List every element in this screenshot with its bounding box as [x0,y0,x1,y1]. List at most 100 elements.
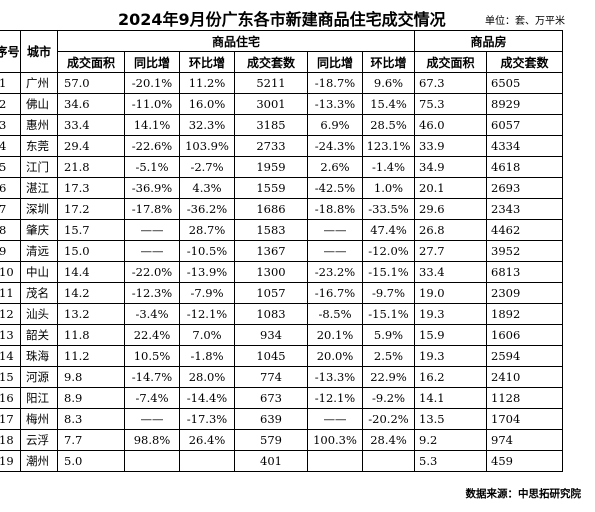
row-city: 珠海 [20,345,58,367]
row-area: 11.8 [57,324,125,346]
row-index: 9 [0,240,21,262]
row-units-mom: -20.2% [362,408,415,430]
row-units-yoy: 20.0% [307,345,363,367]
row-units: 5211 [234,72,308,94]
row-units: 401 [234,450,308,472]
row-units: 1559 [234,177,308,199]
row-units-yoy: -42.5% [307,177,363,199]
row-units-mom: -15.1% [362,303,415,325]
row-index: 19 [0,450,21,472]
row-com-area: 33.4 [414,261,487,283]
row-area-mom: 26.4% [179,429,235,451]
row-com-units: 2309 [486,282,563,304]
header-com-units: 成交套数 [486,51,563,73]
row-city: 江门 [20,156,58,178]
row-city: 肇庆 [20,219,58,241]
row-area-mom: -17.3% [179,408,235,430]
row-city: 茂名 [20,282,58,304]
row-com-units: 6813 [486,261,563,283]
row-com-units: 4462 [486,219,563,241]
row-area-yoy: 14.1% [124,114,180,136]
row-area: 15.7 [57,219,125,241]
row-com-area: 9.2 [414,429,487,451]
row-area-yoy [124,450,180,472]
row-area: 8.3 [57,408,125,430]
header-res-units: 成交套数 [234,51,308,73]
row-area: 33.4 [57,114,125,136]
header-res-area: 成交面积 [57,51,125,73]
row-units-mom: 123.1% [362,135,415,157]
table-row: 13 韶关 11.8 22.4% 7.0% 934 20.1% 5.9% 15.9 1606 [0,324,563,346]
row-area-mom: -10.5% [179,240,235,262]
row-area-yoy: -17.8% [124,198,180,220]
row-area: 57.0 [57,72,125,94]
row-units: 934 [234,324,308,346]
row-units-yoy: -16.7% [307,282,363,304]
row-area-mom: 28.7% [179,219,235,241]
row-com-units: 1128 [486,387,563,409]
row-index: 14 [0,345,21,367]
row-units: 1367 [234,240,308,262]
row-units: 1045 [234,345,308,367]
row-com-area: 5.3 [414,450,487,472]
header-res-yoy: 同比增 [124,51,180,73]
row-units-mom: -15.1% [362,261,415,283]
row-units-mom: 9.6% [362,72,415,94]
row-units: 1057 [234,282,308,304]
row-area-mom: -14.4% [179,387,235,409]
row-index: 12 [0,303,21,325]
row-com-area: 67.3 [414,72,487,94]
row-com-units: 2410 [486,366,563,388]
row-area-yoy: -7.4% [124,387,180,409]
row-com-units: 459 [486,450,563,472]
table-row: 12 汕头 13.2 -3.4% -12.1% 1083 -8.5% -15.1% 19.3 18… [0,303,563,325]
table-row: 16 阳江 8.9 -7.4% -14.4% 673 -12.1% -9.2% 14.1 1128 [0,387,563,409]
row-com-units: 6057 [486,114,563,136]
row-com-area: 27.7 [414,240,487,262]
row-area-yoy: 98.8% [124,429,180,451]
row-index: 4 [0,135,21,157]
row-com-units: 2343 [486,198,563,220]
row-units-yoy: 2.6% [307,156,363,178]
row-index: 13 [0,324,21,346]
table-row: 2佛山34.6-11.0%16.0%3001-13.3%15.4%75.3892… [0,93,563,115]
row-area-yoy: -22.0% [124,261,180,283]
row-com-area: 14.1 [414,387,487,409]
row-units-yoy: -24.3% [307,135,363,157]
row-com-units: 1606 [486,324,563,346]
table-row: 14 珠海 11.2 10.5% -1.8% 1045 20.0% 2.5% 19.3 2594 [0,345,563,367]
row-units-mom: -1.4% [362,156,415,178]
table-row: 19 潮州 5.0 401 5.3 459 [0,450,563,472]
table-row: 15 河源 9.8 -14.7% 28.0% 774 -13.3% 22.9% 16.2 2410 [0,366,563,388]
row-area-mom: 28.0% [179,366,235,388]
row-units-yoy: 100.3% [307,429,363,451]
row-index: 16 [0,387,21,409]
row-units: 639 [234,408,308,430]
row-com-area: 15.9 [414,324,487,346]
row-city: 惠州 [20,114,58,136]
row-area: 13.2 [57,303,125,325]
row-area-yoy: -12.3% [124,282,180,304]
row-com-units: 2594 [486,345,563,367]
row-units-mom: 47.4% [362,219,415,241]
row-com-area: 16.2 [414,366,487,388]
header-residential: 商品住宅 [57,30,415,52]
header-index: 序号 [0,30,21,73]
row-area: 17.3 [57,177,125,199]
row-com-area: 75.3 [414,93,487,115]
row-city: 韶关 [20,324,58,346]
row-index: 10 [0,261,21,283]
row-city: 广州 [20,72,58,94]
row-index: 15 [0,366,21,388]
row-area-yoy: -14.7% [124,366,180,388]
row-units: 3185 [234,114,308,136]
row-units-mom: -33.5% [362,198,415,220]
row-com-area: 33.9 [414,135,487,157]
row-area-mom: 32.3% [179,114,235,136]
row-com-units: 8929 [486,93,563,115]
page-title: 2024年9月份广东各市新建商品住宅成交情况 [118,10,446,29]
